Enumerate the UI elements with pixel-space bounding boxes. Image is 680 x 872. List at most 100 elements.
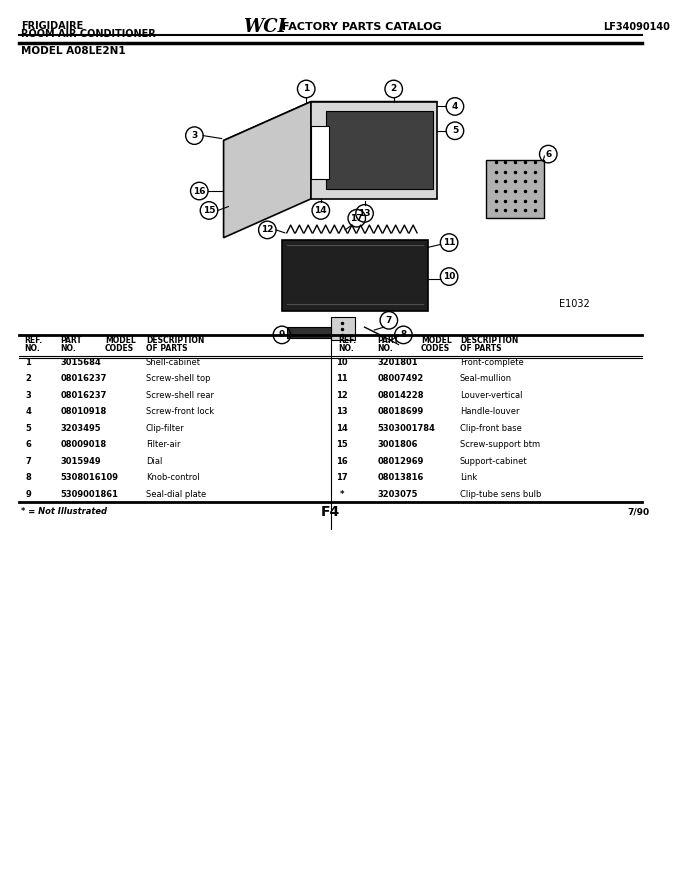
Text: 14: 14 [314,206,327,215]
Text: 3: 3 [25,391,31,399]
Text: 3: 3 [191,131,198,140]
Text: 1: 1 [303,85,309,93]
Text: 11: 11 [443,238,456,247]
Text: Clip-tube sens bulb: Clip-tube sens bulb [460,490,541,499]
Polygon shape [326,112,432,189]
Text: REF.: REF. [24,337,42,345]
Text: 8: 8 [401,330,407,339]
Text: 08012969: 08012969 [377,457,424,466]
Text: MODEL: MODEL [105,337,136,345]
Text: Front-complete: Front-complete [460,358,524,366]
Text: NO.: NO. [338,344,354,353]
Text: Dial: Dial [146,457,163,466]
Text: 8: 8 [25,473,31,482]
Polygon shape [311,102,437,199]
Text: 10: 10 [443,272,456,281]
Text: Filter-air: Filter-air [146,440,180,449]
Text: 3203075: 3203075 [377,490,418,499]
Text: 08010918: 08010918 [61,407,107,416]
Text: 12: 12 [337,391,348,399]
Text: 3201801: 3201801 [377,358,418,366]
Text: Screw-shell top: Screw-shell top [146,374,210,383]
Text: * = Not Illustrated: * = Not Illustrated [21,508,107,516]
Text: Louver-vertical: Louver-vertical [460,391,522,399]
Text: E1032: E1032 [559,299,590,309]
Text: Screw-front lock: Screw-front lock [146,407,214,416]
Text: 2: 2 [25,374,31,383]
Polygon shape [224,102,311,238]
Text: OF PARTS: OF PARTS [460,344,501,353]
Text: 7: 7 [386,316,392,325]
Text: 08009018: 08009018 [61,440,106,449]
Text: 08016237: 08016237 [61,374,107,383]
Text: ROOM AIR CONDITIONER: ROOM AIR CONDITIONER [21,29,156,38]
Text: Screw-support btm: Screw-support btm [460,440,540,449]
Text: FACTORY PARTS CATALOG: FACTORY PARTS CATALOG [282,22,441,31]
Text: 08007492: 08007492 [377,374,424,383]
Text: 5: 5 [25,424,31,433]
Text: Link: Link [460,473,477,482]
Text: Handle-louver: Handle-louver [460,407,520,416]
Text: F4: F4 [321,505,340,519]
Text: 4: 4 [452,102,458,111]
Text: NO.: NO. [24,344,40,353]
Text: 5: 5 [452,126,458,135]
Text: PART: PART [377,337,399,345]
Text: DESCRIPTION: DESCRIPTION [460,337,518,345]
Text: 10: 10 [337,358,348,366]
Text: 5308016109: 5308016109 [61,473,118,482]
Text: REF.: REF. [338,337,356,345]
Text: OF PARTS: OF PARTS [146,344,187,353]
Text: 9: 9 [25,490,31,499]
Text: Knob-control: Knob-control [146,473,199,482]
Text: 2: 2 [390,85,397,93]
Polygon shape [311,126,328,180]
Text: DESCRIPTION: DESCRIPTION [146,337,204,345]
Text: 11: 11 [337,374,348,383]
Polygon shape [224,102,437,140]
Text: 6: 6 [545,150,551,159]
Text: Shell-cabinet: Shell-cabinet [146,358,201,366]
Text: Screw-shell rear: Screw-shell rear [146,391,214,399]
Text: FRIGIDAIRE: FRIGIDAIRE [21,21,84,31]
Text: MODEL A08LE2N1: MODEL A08LE2N1 [21,46,126,56]
Text: 6: 6 [25,440,31,449]
Text: 13: 13 [337,407,348,416]
Text: 16: 16 [193,187,205,195]
Text: 3203495: 3203495 [61,424,101,433]
Text: WCI: WCI [243,17,286,36]
Text: 7/90: 7/90 [627,508,649,516]
Text: 15: 15 [203,206,216,215]
Text: 14: 14 [337,424,348,433]
Text: Support-cabinet: Support-cabinet [460,457,528,466]
Text: LF34090140: LF34090140 [602,22,670,31]
Text: 4: 4 [25,407,31,416]
Text: CODES: CODES [105,344,134,353]
Text: CODES: CODES [421,344,450,353]
Text: 17: 17 [350,214,363,222]
Text: 7: 7 [25,457,31,466]
Text: 15: 15 [337,440,348,449]
Text: NO.: NO. [377,344,393,353]
Text: 1: 1 [25,358,31,366]
Polygon shape [287,327,330,337]
Text: 3015684: 3015684 [61,358,101,366]
Text: 5303001784: 5303001784 [377,424,435,433]
Text: 16: 16 [337,457,348,466]
Text: Clip-front base: Clip-front base [460,424,522,433]
Text: 3001806: 3001806 [377,440,418,449]
Polygon shape [330,317,355,340]
Text: 17: 17 [337,473,348,482]
Text: PART: PART [61,337,82,345]
Text: Clip-filter: Clip-filter [146,424,184,433]
Text: 5309001861: 5309001861 [61,490,118,499]
Text: 12: 12 [261,226,273,235]
Text: 08016237: 08016237 [61,391,107,399]
Text: *: * [340,490,345,499]
Text: Seal-mullion: Seal-mullion [460,374,512,383]
Text: 08014228: 08014228 [377,391,424,399]
Text: 9: 9 [279,330,285,339]
Polygon shape [486,160,545,218]
Text: 3015949: 3015949 [61,457,101,466]
Text: 13: 13 [358,209,371,218]
